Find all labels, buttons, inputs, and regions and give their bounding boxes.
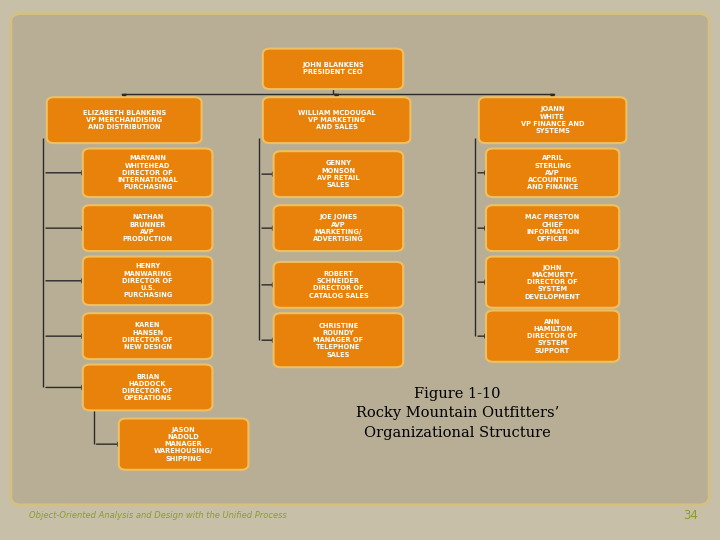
FancyBboxPatch shape [274, 205, 403, 251]
FancyBboxPatch shape [479, 97, 626, 143]
Text: MARYANN
WHITEHEAD
DIRECTOR OF
INTERNATIONAL
PURCHASING: MARYANN WHITEHEAD DIRECTOR OF INTERNATIO… [117, 156, 178, 190]
Text: CHRISTINE
ROUNDY
MANAGER OF
TELEPHONE
SALES: CHRISTINE ROUNDY MANAGER OF TELEPHONE SA… [313, 323, 364, 357]
Text: MAC PRESTON
CHIEF
INFORMATION
OFFICER: MAC PRESTON CHIEF INFORMATION OFFICER [526, 214, 580, 242]
FancyBboxPatch shape [83, 205, 212, 251]
Text: KAREN
HANSEN
DIRECTOR OF
NEW DESIGN: KAREN HANSEN DIRECTOR OF NEW DESIGN [122, 322, 173, 350]
FancyBboxPatch shape [47, 97, 202, 143]
Text: JOHN
MACMURTY
DIRECTOR OF
SYSTEM
DEVELOPMENT: JOHN MACMURTY DIRECTOR OF SYSTEM DEVELOP… [525, 265, 580, 300]
Text: WILLIAM MCDOUGAL
VP MARKETING
AND SALES: WILLIAM MCDOUGAL VP MARKETING AND SALES [298, 110, 375, 130]
Text: 34: 34 [683, 509, 698, 522]
Text: GENNY
MONSON
AVP RETAIL
SALES: GENNY MONSON AVP RETAIL SALES [317, 160, 360, 188]
Text: Object-Oriented Analysis and Design with the Unified Process: Object-Oriented Analysis and Design with… [29, 511, 287, 520]
FancyBboxPatch shape [83, 148, 212, 197]
Text: Figure 1-10
Rocky Mountain Outfitters’
Organizational Structure: Figure 1-10 Rocky Mountain Outfitters’ O… [356, 387, 559, 440]
FancyBboxPatch shape [263, 97, 410, 143]
FancyBboxPatch shape [486, 256, 619, 308]
FancyBboxPatch shape [274, 313, 403, 367]
FancyBboxPatch shape [274, 151, 403, 197]
FancyBboxPatch shape [119, 418, 248, 470]
FancyBboxPatch shape [486, 205, 619, 251]
Text: JASON
NADOLD
MANAGER
WAREHOUSING/
SHIPPING: JASON NADOLD MANAGER WAREHOUSING/ SHIPPI… [154, 427, 213, 462]
FancyBboxPatch shape [83, 313, 212, 359]
Text: NATHAN
BRUNNER
AVP
PRODUCTION: NATHAN BRUNNER AVP PRODUCTION [122, 214, 173, 242]
FancyBboxPatch shape [83, 364, 212, 410]
Text: ANN
HAMILTON
DIRECTOR OF
SYSTEM
SUPPORT: ANN HAMILTON DIRECTOR OF SYSTEM SUPPORT [527, 319, 578, 354]
FancyBboxPatch shape [11, 14, 709, 505]
Text: JOHN BLANKENS
PRESIDENT CEO: JOHN BLANKENS PRESIDENT CEO [302, 62, 364, 76]
Text: JOANN
WHITE
VP FINANCE AND
SYSTEMS: JOANN WHITE VP FINANCE AND SYSTEMS [521, 106, 585, 134]
FancyBboxPatch shape [486, 310, 619, 362]
Text: JOE JONES
AVP
MARKETING/
ADVERTISING: JOE JONES AVP MARKETING/ ADVERTISING [313, 214, 364, 242]
FancyBboxPatch shape [486, 148, 619, 197]
FancyBboxPatch shape [83, 256, 212, 305]
Text: ROBERT
SCHNEIDER
DIRECTOR OF
CATALOG SALES: ROBERT SCHNEIDER DIRECTOR OF CATALOG SAL… [309, 271, 368, 299]
FancyBboxPatch shape [274, 262, 403, 308]
Text: ELIZABETH BLANKENS
VP MERCHANDISING
AND DISTRIBUTION: ELIZABETH BLANKENS VP MERCHANDISING AND … [83, 110, 166, 130]
Text: HENRY
MANWARING
DIRECTOR OF
U.S.
PURCHASING: HENRY MANWARING DIRECTOR OF U.S. PURCHAS… [122, 264, 173, 298]
Text: APRIL
STERLING
AVP
ACCOUNTING
AND FINANCE: APRIL STERLING AVP ACCOUNTING AND FINANC… [527, 156, 578, 190]
Text: BRIAN
HADDOCK
DIRECTOR OF
OPERATIONS: BRIAN HADDOCK DIRECTOR OF OPERATIONS [122, 374, 173, 401]
FancyBboxPatch shape [263, 49, 403, 89]
